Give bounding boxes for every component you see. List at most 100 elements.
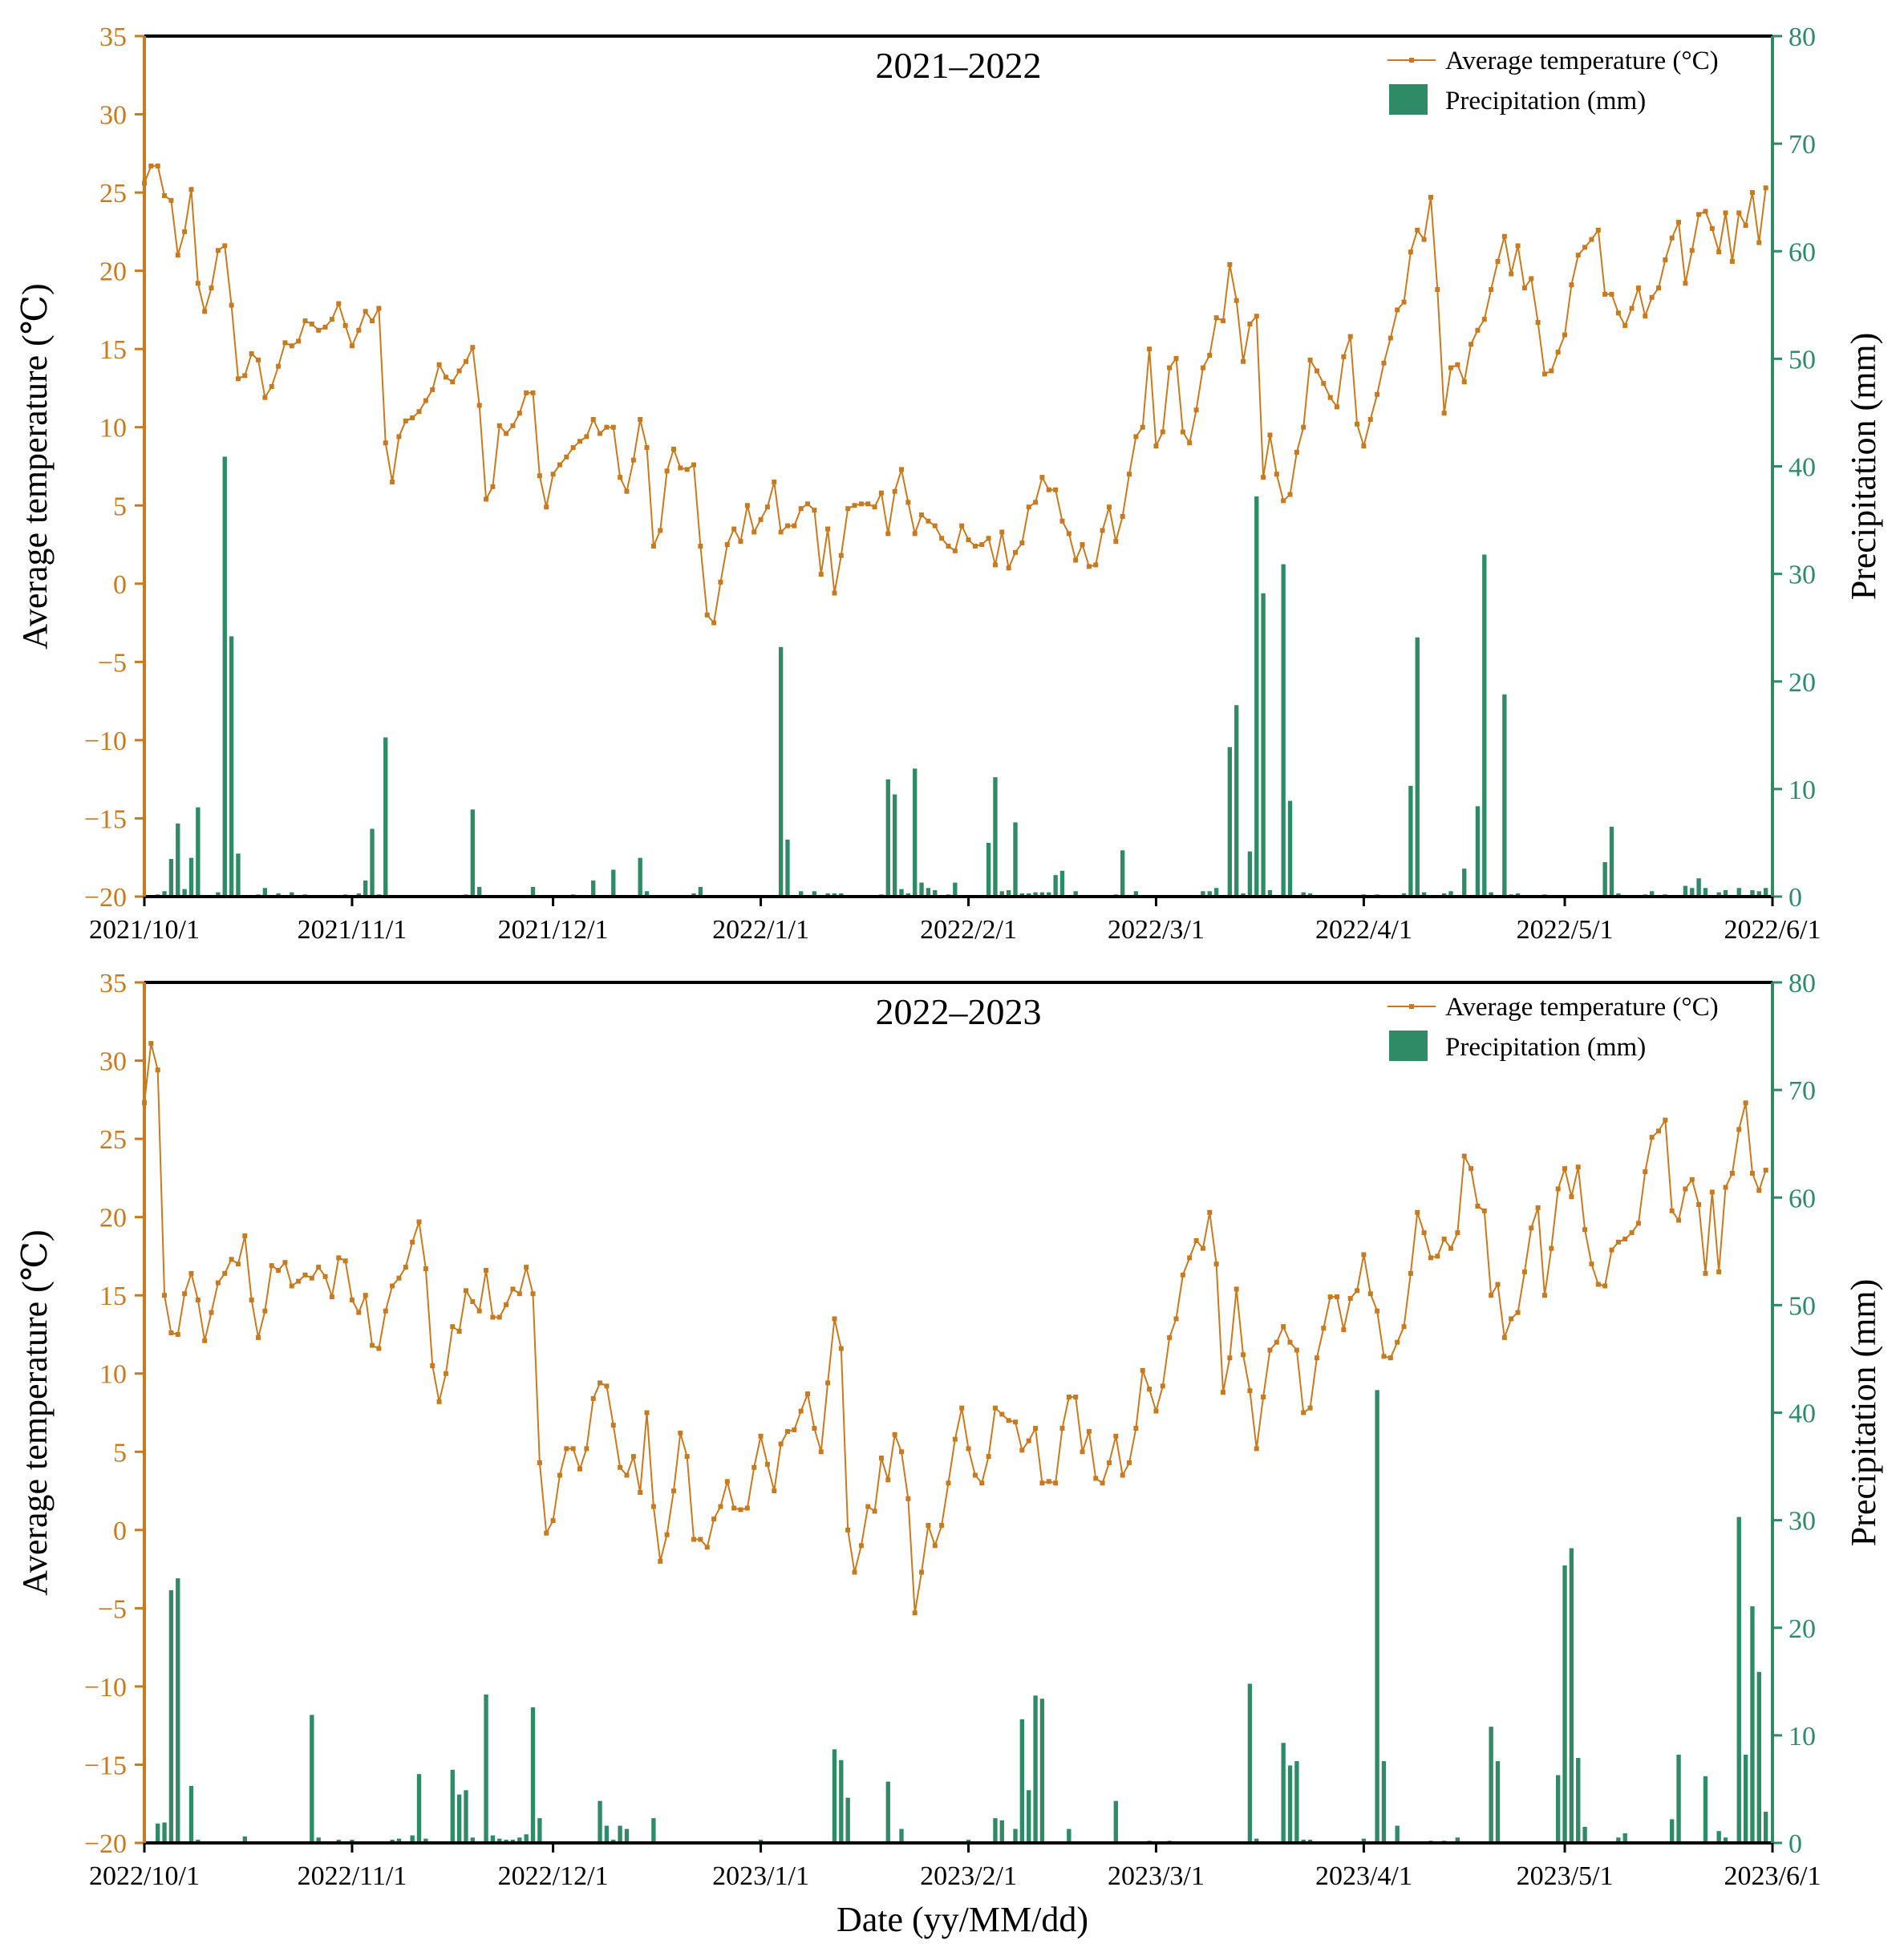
precip-bar xyxy=(1556,1775,1561,1843)
temperature-point xyxy=(336,1255,342,1261)
temperature-point xyxy=(624,1472,630,1478)
temperature-point xyxy=(1756,1188,1762,1193)
precip-bar xyxy=(1676,1755,1681,1843)
precip-bar xyxy=(1670,1819,1675,1843)
temperature-point xyxy=(544,504,549,510)
temperature-point xyxy=(423,398,428,403)
temperature-point xyxy=(456,1329,462,1334)
precip-bar xyxy=(611,869,616,897)
temperature-point xyxy=(356,327,362,333)
temperature-point xyxy=(744,1505,750,1511)
precip-bar xyxy=(885,1781,890,1843)
temperature-point xyxy=(1367,416,1373,422)
temperature-point xyxy=(1321,1326,1327,1331)
temperature-point xyxy=(1167,1334,1173,1340)
y-tick-label-left: −15 xyxy=(84,804,127,834)
precip-bar xyxy=(1763,1812,1768,1843)
precip-bar xyxy=(336,1839,341,1843)
precip-bar xyxy=(1736,888,1741,897)
temperature-point xyxy=(1347,1296,1353,1302)
precip-bar xyxy=(1395,1825,1400,1843)
temperature-point xyxy=(604,1383,610,1389)
temperature-point xyxy=(256,357,261,362)
temperature-point xyxy=(309,1275,314,1281)
temperature-point xyxy=(792,1427,797,1432)
temperature-point xyxy=(684,467,690,472)
temperature-point xyxy=(784,1428,790,1434)
temperature-point xyxy=(1743,223,1748,229)
temperature-point xyxy=(1147,346,1153,352)
temperature-point xyxy=(1663,1117,1668,1123)
x-axis-title: Date (yy/MM/dd) xyxy=(837,1900,1088,1939)
precip-bar xyxy=(537,1818,542,1843)
temperature-point xyxy=(1729,1171,1735,1176)
temperature-point xyxy=(1241,1352,1246,1358)
temperature-point xyxy=(269,1263,274,1269)
temperature-point xyxy=(598,1380,603,1386)
temperature-point xyxy=(1435,1253,1440,1259)
temperature-point xyxy=(1341,354,1347,359)
temperature-point xyxy=(1381,1354,1387,1359)
temperature-line xyxy=(144,1043,1767,1614)
precip-bar xyxy=(1421,892,1427,897)
temperature-point xyxy=(852,503,857,508)
precip-bar xyxy=(1027,893,1031,897)
temperature-point xyxy=(845,506,851,512)
temperature-point xyxy=(1019,541,1025,546)
temperature-point xyxy=(450,1324,456,1330)
temperature-point xyxy=(1696,212,1702,217)
precip-bar xyxy=(1756,891,1761,897)
temperature-point xyxy=(912,531,918,537)
temperature-point xyxy=(738,539,743,545)
temperature-point xyxy=(530,390,536,395)
y-tick-label-left: 25 xyxy=(99,1125,127,1155)
temperature-point xyxy=(1541,371,1547,377)
temperature-point xyxy=(1395,307,1400,313)
temperature-point xyxy=(986,536,991,541)
temperature-point xyxy=(222,243,228,249)
y-tick-label-right: 50 xyxy=(1789,1291,1816,1321)
precip-bar xyxy=(176,823,180,897)
temperature-point xyxy=(1415,227,1420,233)
temperature-point xyxy=(242,373,248,379)
temperature-point xyxy=(383,440,388,446)
temperature-point xyxy=(316,327,322,333)
x-tick-label: 2022/4/1 xyxy=(1315,915,1412,945)
temperature-point xyxy=(195,281,201,286)
temperature-point xyxy=(1173,1316,1179,1322)
precip-bar xyxy=(1408,785,1413,897)
precip-bar xyxy=(1703,888,1708,897)
precip-bar xyxy=(1033,1695,1038,1843)
temperature-point xyxy=(215,248,221,253)
precip-bar xyxy=(1515,893,1521,897)
temperature-point xyxy=(1709,225,1715,231)
precip-bar xyxy=(423,1838,428,1843)
temperature-point xyxy=(959,523,965,528)
precip-bar xyxy=(262,888,268,897)
temperature-point xyxy=(1582,245,1588,250)
precip-bar xyxy=(510,1839,516,1843)
temperature-point xyxy=(544,1530,549,1536)
precip-bar xyxy=(229,636,234,897)
temperature-point xyxy=(718,1504,723,1509)
y-tick-label-left: 25 xyxy=(99,179,127,209)
temperature-point xyxy=(952,548,958,553)
temperature-point xyxy=(342,322,348,328)
y-tick-label-right: 40 xyxy=(1789,453,1816,483)
x-ticks: 2021/10/1 2021/11/1 2021/12/1 2022/1/1 2022/… xyxy=(89,897,1821,945)
temperature-point xyxy=(1555,350,1561,355)
temperature-point xyxy=(590,416,596,422)
temperature-point xyxy=(1609,291,1614,297)
temperature-point xyxy=(885,531,891,537)
y-tick-label-left: 5 xyxy=(113,1438,127,1468)
temperature-point xyxy=(436,362,442,367)
temperature-point xyxy=(691,462,697,468)
y-tick-label-left: −10 xyxy=(84,1673,127,1703)
temperature-point xyxy=(1347,334,1353,339)
temperature-point xyxy=(1509,271,1514,277)
x-tick-label: 2023/2/1 xyxy=(920,1861,1017,1891)
y-axis-title-right: Precipitation (mm) xyxy=(1844,333,1883,601)
x-tick-label: 2023/3/1 xyxy=(1108,1861,1205,1891)
temperature-point xyxy=(1729,258,1735,264)
temperature-point xyxy=(1562,1166,1568,1172)
